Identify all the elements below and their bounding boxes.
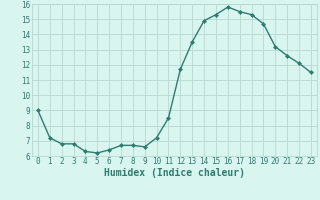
X-axis label: Humidex (Indice chaleur): Humidex (Indice chaleur) xyxy=(104,168,245,178)
